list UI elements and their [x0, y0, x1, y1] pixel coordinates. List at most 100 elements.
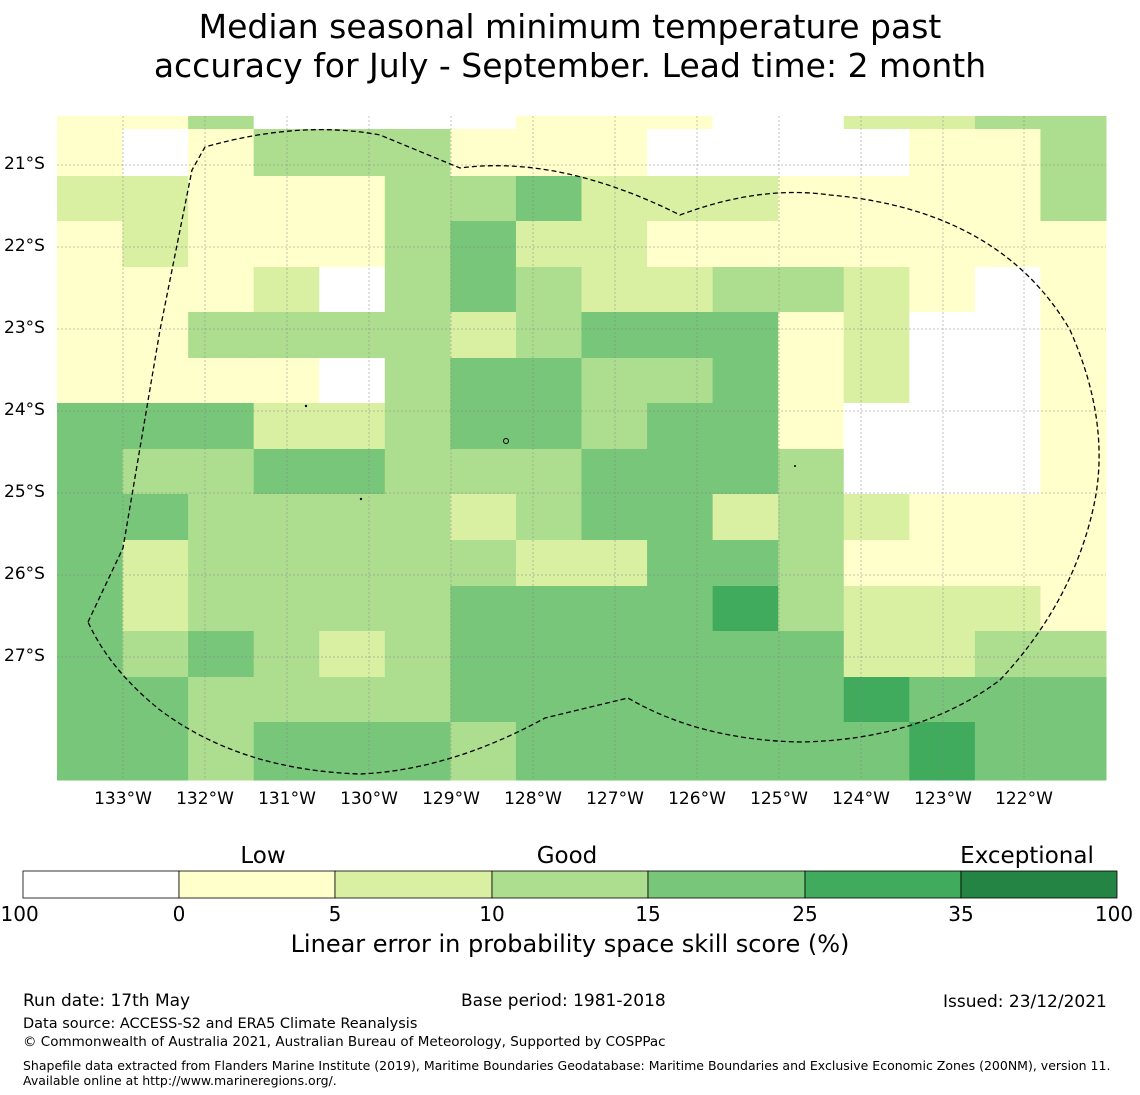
grid-cell [1040, 540, 1107, 587]
grid-cell [778, 358, 845, 404]
islands [304, 404, 796, 501]
grid-cell [843, 449, 910, 495]
grid-cell [581, 129, 648, 177]
colorbar-tick-label: 5 [328, 902, 342, 926]
grid-cell [581, 677, 648, 723]
colorbar-category-good: Good [536, 843, 598, 869]
grid-cell [581, 586, 648, 632]
grid-cell [319, 677, 386, 723]
grid-cell [647, 403, 714, 450]
map-title-line-1: Median seasonal minimum temperature past [198, 7, 942, 46]
colorbar-swatch [178, 870, 336, 899]
grid-cell [319, 403, 386, 450]
grid-cell [319, 449, 386, 495]
grid-cell [843, 540, 910, 587]
grid-cell [712, 722, 779, 781]
grid-cell [319, 358, 386, 404]
longitude-label: 122°W [995, 789, 1053, 809]
grid-cell [57, 267, 124, 313]
grid-cell [974, 358, 1041, 404]
grid-cell [843, 129, 910, 177]
longitude-label: 133°W [94, 789, 152, 809]
grid-cell [384, 267, 451, 313]
grid-cell [384, 586, 451, 632]
colorbar-swatch [804, 870, 962, 899]
grid-cell [778, 221, 845, 268]
grid-cell [515, 540, 582, 587]
grid-cell [319, 631, 386, 678]
grid-cell [450, 449, 517, 495]
grid-cell [515, 129, 582, 177]
grid-cell [122, 116, 189, 130]
grid-cell [450, 267, 517, 313]
base-period: Base period: 1981-2018 [461, 991, 666, 1011]
grid-cell [1040, 677, 1107, 723]
grid-cell [843, 176, 910, 222]
grid-cell [188, 116, 255, 130]
grid-cell [319, 586, 386, 632]
grid-cell [778, 312, 845, 359]
grid-cell [1040, 221, 1107, 268]
grid-cell [515, 358, 582, 404]
grid-cell [253, 358, 320, 404]
grid-cell [647, 267, 714, 313]
colorbar-tick-label: 100 [1094, 902, 1134, 926]
grid-cell [319, 129, 386, 177]
longitude-label: 131°W [258, 789, 316, 809]
grid-cell [450, 221, 517, 268]
grid-cell [450, 116, 517, 130]
grid-cell [581, 176, 648, 222]
longitude-label: 128°W [504, 789, 562, 809]
grid-cell [1040, 449, 1107, 495]
grid-cell [122, 586, 189, 632]
grid-cell [974, 403, 1041, 450]
grid-cell [384, 129, 451, 177]
grid-cell [384, 312, 451, 359]
latitude-label: 26°S [4, 564, 45, 584]
grid-cell [515, 221, 582, 268]
grid-cell [909, 540, 976, 587]
grid-cell [384, 540, 451, 587]
grid-cell [384, 358, 451, 404]
grid-cell [909, 358, 976, 404]
grid-cell [647, 540, 714, 587]
grid-cell [57, 677, 124, 723]
grid-cell [581, 722, 648, 781]
grid-cell [253, 631, 320, 678]
colorbar-swatch [491, 870, 649, 899]
copyright: © Commonwealth of Australia 2021, Austra… [23, 1034, 666, 1050]
grid-cell [843, 312, 910, 359]
grid-cell [188, 403, 255, 450]
grid-cell [974, 449, 1041, 495]
grid-cell [778, 540, 845, 587]
grid-cell [843, 221, 910, 268]
grid-cell [188, 358, 255, 404]
grid-cell [712, 221, 779, 268]
grid-cell [515, 403, 582, 450]
grid-cell [188, 494, 255, 541]
grid-cell [1040, 631, 1107, 678]
grid-cell [253, 677, 320, 723]
grid-cell [57, 221, 124, 268]
grid-cell [450, 494, 517, 541]
grid-cell [712, 358, 779, 404]
grid-cell [778, 586, 845, 632]
grid-cell [515, 677, 582, 723]
grid-cell [974, 129, 1041, 177]
grid-cell [778, 449, 845, 495]
grid-cell [647, 358, 714, 404]
grid-cell [319, 312, 386, 359]
grid-cell [1040, 358, 1107, 404]
grid-cell [974, 586, 1041, 632]
grid-cell [253, 312, 320, 359]
grid-cell [581, 540, 648, 587]
grid-cell [188, 722, 255, 781]
longitude-label: 132°W [176, 789, 234, 809]
grid-cell [647, 129, 714, 177]
grid-cell [319, 494, 386, 541]
grid-cell [253, 540, 320, 587]
longitude-label: 125°W [750, 789, 808, 809]
grid-cell [1040, 722, 1107, 781]
grid-cell [778, 267, 845, 313]
